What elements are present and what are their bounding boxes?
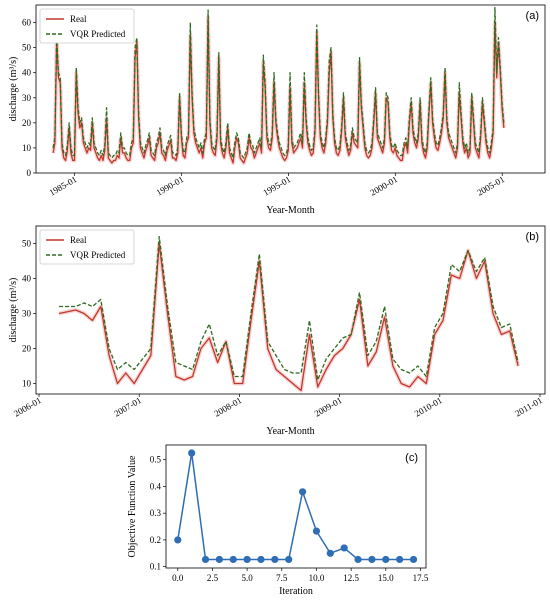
x-tick-label: 2006-01: [12, 395, 43, 419]
objective-point: [243, 555, 251, 564]
y-tick-label: 20: [22, 118, 32, 128]
x-axis-title: Year-Month: [266, 205, 314, 216]
series-predicted-line: [52, 6, 505, 159]
x-tick-label: 2011-01: [513, 395, 544, 418]
objective-point: [326, 549, 334, 557]
panel-a: 0 10 20 30 40 50 60 1985-01 1990-01 1995-01 2000-0…: [8, 4, 546, 216]
x-tick-label: 7.5: [276, 573, 288, 583]
x-tick-label: 1985-01: [48, 174, 79, 198]
x-tick-label: 1990-01: [154, 174, 185, 198]
y-axis-title: discharge (m³/s): [8, 57, 19, 122]
x-tick-label: 10.0: [309, 573, 325, 583]
panel-c: 0.1 0.2 0.3 0.4 0.5 0.0 2.5 5.0 7.5 10.0 12.5 15.0 1…: [127, 444, 429, 597]
y-tick-label: 40: [22, 68, 32, 78]
x-tick-label: 2010-01: [413, 395, 444, 419]
objective-point: [188, 449, 196, 457]
x-tick-label: 5.0: [241, 573, 253, 583]
y-tick-label: 10: [22, 379, 32, 389]
x-axis-title: Iteration: [279, 586, 313, 597]
x-tick-label: 2.5: [207, 573, 219, 583]
plot-frame: [35, 4, 546, 174]
y-tick-label: 0.4: [150, 481, 162, 491]
y-axis-title: discharge (m³/s): [8, 278, 19, 343]
series-predicted-line: [59, 235, 519, 381]
y-tick-label: 0.2: [150, 535, 161, 545]
y-tick-label: 50: [22, 239, 32, 249]
series-group: [58, 235, 521, 393]
objective-point: [312, 527, 321, 535]
objective-point: [257, 555, 265, 564]
panel-b: 10 20 30 40 50 2006-01 2007-01 2008-01 2009-01 20…: [8, 225, 546, 437]
x-tick-label: 2005-01: [475, 174, 506, 198]
series-group: [51, 6, 506, 165]
objective-point: [409, 555, 418, 564]
y-tick-label: 20: [22, 344, 32, 354]
x-tick-label: 1995-01: [261, 174, 292, 198]
objective-point: [229, 555, 237, 564]
panel-label: (b): [526, 231, 539, 243]
legend-real-label: Real: [70, 14, 87, 24]
x-tick-label: 12.5: [343, 573, 359, 583]
y-tick-label: 0: [27, 168, 32, 178]
objective-point: [271, 555, 279, 564]
plot-frame: [165, 444, 427, 569]
objective-point: [215, 555, 223, 564]
panel-label: (a): [526, 10, 539, 22]
objective-point: [174, 536, 182, 544]
objective-point: [382, 555, 390, 564]
objective-point: [396, 555, 404, 564]
series-real-line: [58, 242, 519, 392]
x-tick-label: 0.0: [172, 573, 184, 583]
objective-point: [340, 544, 348, 552]
x-tick-label: 2009-01: [313, 395, 344, 419]
x-tick-label: 2000-01: [368, 174, 399, 198]
legend-predicted-label: VQR Predicted: [70, 29, 126, 39]
x-tick-label: 2007-01: [112, 395, 143, 419]
objective-point: [354, 555, 362, 564]
y-tick-label: 60: [22, 18, 32, 28]
objective-point: [368, 555, 376, 564]
y-tick-label: 0.5: [150, 455, 162, 465]
objective-point: [285, 555, 293, 564]
plot-frame: [35, 225, 546, 395]
legend-predicted-label: VQR Predicted: [70, 250, 126, 260]
y-tick-label: 30: [22, 93, 32, 103]
legend: [39, 8, 135, 44]
y-tick-label: 30: [22, 309, 32, 319]
legend: [39, 229, 135, 265]
x-tick-label: 2008-01: [212, 395, 243, 419]
y-tick-label: 0.3: [150, 508, 162, 518]
objective-point: [201, 555, 210, 564]
real-band: [58, 241, 521, 393]
panel-label: (c): [405, 452, 418, 464]
legend-real-label: Real: [70, 235, 87, 245]
objective-line: [177, 452, 414, 561]
y-tick-label: 10: [22, 143, 32, 153]
x-tick-label: 17.5: [413, 573, 429, 583]
y-tick-label: 50: [22, 43, 32, 53]
objective-point: [298, 488, 307, 496]
y-tick-label: 0.1: [150, 562, 161, 572]
x-axis-title: Year-Month: [266, 426, 314, 437]
y-tick-label: 40: [22, 274, 32, 284]
x-tick-label: 15.0: [378, 573, 394, 583]
y-axis-title: Objective Function Value: [127, 455, 138, 558]
